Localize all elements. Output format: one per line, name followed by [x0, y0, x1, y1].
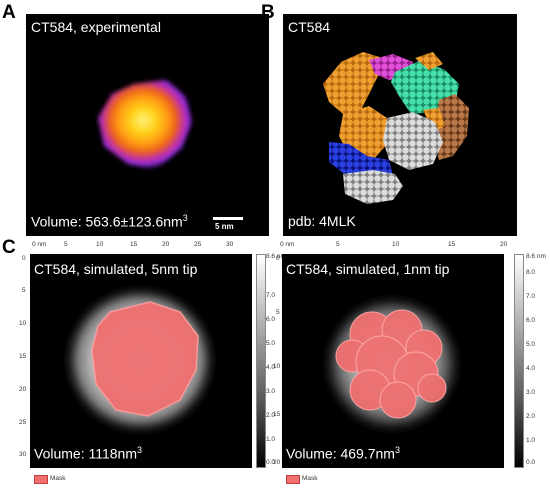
panel-c-right: 0 nm 5 10 15 20 0 5 10 15 20	[273, 240, 550, 488]
colorbar-tick: 8.0	[526, 269, 536, 276]
y-tick: 25	[19, 419, 27, 426]
panel-b-pdb: pdb: 4MLK	[288, 213, 356, 229]
scalebar-line	[213, 217, 243, 220]
colorbar-tick: 2.0	[266, 412, 276, 419]
x-tick: 25	[194, 241, 202, 248]
y-tick: 10	[19, 320, 27, 327]
x-tick: 20	[162, 241, 170, 248]
x-tick: 5	[64, 241, 68, 248]
colorbar-right	[514, 254, 524, 468]
mask-legend-swatch	[286, 475, 300, 484]
panel-letter-c: C	[2, 237, 16, 258]
afm-experimental-blob	[98, 80, 192, 170]
panel-b-image: CT584 pdb: 4MLK	[283, 14, 517, 236]
colorbar-tick: 3.0	[266, 388, 276, 395]
x-tick: 30	[226, 241, 234, 248]
y-tick: 15	[19, 353, 27, 360]
panel-b-title: CT584	[288, 19, 331, 35]
scalebar-label: 5 nm	[215, 222, 234, 231]
panel-a-volume: Volume: 563.6±123.6nm3	[31, 213, 188, 230]
colorbar-tick: 7.0	[526, 293, 536, 300]
colorbar-tick: 6.0	[266, 316, 276, 323]
colorbar-max-label: 8.6 nm	[266, 253, 286, 260]
colorbar-tick: 1.0	[526, 437, 536, 444]
mask-legend-swatch	[34, 475, 48, 484]
colorbar-tick: 4.0	[266, 364, 276, 371]
x-tick: 10	[96, 241, 104, 248]
colorbar-tick: 5.0	[266, 340, 276, 347]
y-tick: 0	[22, 255, 26, 262]
colorbar-tick: 6.0	[526, 317, 536, 324]
sim-1nm-blob	[322, 294, 462, 434]
y-tick: 30	[19, 451, 27, 458]
y-tick: 0	[276, 255, 280, 262]
y-tick: 5	[22, 287, 26, 294]
sim-1nm-volume: Volume: 469.7nm3	[286, 445, 400, 462]
x-tick: 15	[130, 241, 138, 248]
sim-5nm-blob	[62, 284, 218, 436]
y-tick: 5	[276, 309, 280, 316]
colorbar-tick: 7.0	[266, 292, 276, 299]
colorbar-max-label: 8.6 nm	[526, 253, 546, 260]
x-tick: 5	[336, 241, 340, 248]
panel-letter-b: B	[261, 2, 275, 23]
protein-structure	[323, 52, 469, 204]
x-tick: 20	[500, 241, 508, 248]
colorbar-tick: 5.0	[526, 341, 536, 348]
colorbar-left	[256, 254, 266, 468]
colorbar-tick: 0.0	[526, 459, 536, 466]
y-tick: 10	[273, 363, 281, 370]
sim-1nm-title: CT584, simulated, 1nm tip	[286, 261, 450, 277]
colorbar-tick: 0.0	[266, 459, 276, 466]
panel-c-left: 0 nm 5 10 15 20 25 30 0 5 10 15 20 25 30…	[0, 240, 286, 488]
panel-letter-a: A	[2, 2, 16, 23]
sim-5nm-image: CT584, simulated, 5nm tip Volume: 1118nm…	[30, 254, 252, 468]
x-tick: 0 nm	[280, 241, 295, 248]
colorbar-tick: 4.0	[526, 365, 536, 372]
colorbar-tick: 1.0	[266, 436, 276, 443]
mask-legend-label: Mask	[302, 475, 318, 482]
colorbar-tick: 2.0	[526, 413, 536, 420]
colorbar-tick: 3.0	[526, 389, 536, 396]
y-tick: 15	[273, 411, 281, 418]
panel-a-image: CT584, experimental Volume: 563.6±123.6n…	[26, 14, 269, 236]
y-tick: 20	[273, 459, 281, 466]
x-tick: 0 nm	[32, 241, 47, 248]
sim-5nm-title: CT584, simulated, 5nm tip	[34, 261, 198, 277]
mask-legend-label: Mask	[50, 475, 66, 482]
sim-5nm-volume: Volume: 1118nm3	[34, 445, 143, 462]
sim-1nm-image: CT584, simulated, 1nm tip Volume: 469.7n…	[282, 254, 504, 468]
x-tick: 10	[392, 241, 400, 248]
y-tick: 20	[19, 386, 27, 393]
x-tick: 15	[448, 241, 456, 248]
panel-a-title: CT584, experimental	[31, 19, 161, 35]
